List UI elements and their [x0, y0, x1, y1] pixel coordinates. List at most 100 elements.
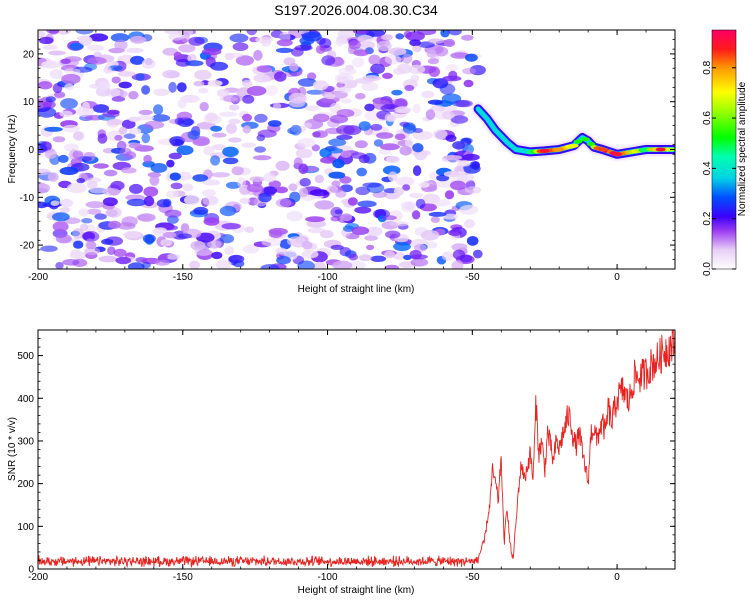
noise-blob	[286, 210, 303, 222]
noise-blob	[52, 83, 63, 94]
noise-blob	[297, 260, 315, 269]
noise-blob	[275, 186, 288, 194]
noise-blob	[337, 75, 350, 84]
noise-blob	[87, 44, 105, 52]
noise-blob	[103, 66, 112, 74]
noise-blob	[328, 148, 344, 154]
noise-blob	[301, 241, 313, 250]
noise-blob	[52, 221, 69, 232]
noise-blob	[38, 36, 54, 45]
noise-blob	[276, 256, 291, 265]
noise-blob	[121, 119, 136, 129]
noise-blob	[81, 231, 100, 242]
noise-blob	[241, 142, 257, 148]
noise-blob	[38, 81, 53, 90]
x-tick-label: -100	[318, 572, 338, 583]
noise-blob	[211, 251, 223, 260]
noise-blob	[215, 259, 232, 269]
noise-blob	[105, 209, 118, 217]
noise-blob	[338, 86, 352, 94]
noise-blob	[451, 243, 468, 252]
noise-blob	[118, 81, 132, 89]
noise-blob	[177, 171, 192, 181]
noise-blob	[362, 182, 382, 188]
noise-blob	[366, 226, 383, 237]
noise-blob	[321, 55, 336, 66]
colorbar-tick-label: 0.2	[702, 211, 713, 225]
noise-blob	[211, 132, 227, 138]
noise-blob	[393, 187, 404, 196]
noise-blob	[261, 37, 271, 47]
noise-blob	[332, 158, 345, 169]
noise-blob	[59, 207, 71, 213]
noise-blob	[232, 42, 249, 51]
noise-blob	[411, 210, 421, 220]
noise-blob	[450, 52, 470, 59]
noise-blob	[301, 250, 319, 259]
noise-blob	[368, 54, 381, 65]
noise-blob	[409, 192, 423, 199]
noise-blob	[465, 53, 478, 62]
signal-track	[471, 102, 675, 161]
noise-blob	[128, 143, 143, 149]
noise-blob	[63, 68, 81, 74]
noise-blob	[376, 132, 394, 139]
noise-blob	[366, 244, 375, 251]
noise-blob	[315, 45, 326, 54]
noise-blob	[48, 50, 66, 56]
snr-y-label: SNR (10 * v/v)	[7, 417, 18, 481]
snr-line	[38, 330, 675, 568]
noise-blob	[268, 180, 281, 189]
noise-blob	[448, 229, 463, 236]
noise-blob	[452, 141, 466, 150]
noise-blob	[405, 31, 425, 42]
noise-blob	[426, 49, 437, 58]
noise-blob	[465, 186, 482, 194]
noise-blob	[228, 137, 242, 143]
noise-blob	[410, 258, 429, 267]
noise-blob	[395, 33, 405, 40]
noise-blob	[275, 198, 292, 208]
noise-blob	[76, 178, 85, 184]
noise-blob	[436, 179, 454, 188]
noise-blob	[123, 231, 142, 239]
noise-blob	[141, 85, 151, 95]
noise-blob	[394, 98, 408, 109]
snr-y-axis: 0 100 200 300 400 500	[17, 329, 675, 576]
noise-blob	[399, 145, 412, 156]
noise-blob	[411, 45, 421, 52]
noise-blob	[166, 253, 181, 260]
noise-blob	[143, 196, 155, 207]
noise-blob	[442, 110, 455, 120]
noise-blob	[395, 176, 415, 186]
noise-blob	[339, 176, 352, 184]
noise-blob	[202, 189, 216, 197]
noise-blob	[108, 65, 123, 71]
noise-blob	[340, 150, 352, 158]
noise-blob	[268, 227, 288, 236]
noise-blob	[41, 60, 61, 69]
noise-blob	[394, 106, 412, 114]
noise-blob	[55, 262, 64, 269]
noise-blob	[469, 161, 480, 170]
noise-blob	[108, 220, 121, 229]
noise-blob	[168, 81, 177, 93]
noise-blob	[441, 251, 454, 261]
noise-blob	[138, 109, 153, 116]
noise-blob	[130, 35, 146, 44]
noise-blob	[341, 98, 352, 104]
noise-blob	[107, 246, 116, 255]
noise-blob	[229, 104, 240, 111]
noise-blob	[67, 182, 87, 194]
signal-peak	[539, 148, 550, 153]
noise-blob	[336, 134, 353, 140]
y-tick-label: 400	[17, 394, 34, 405]
noise-blob	[294, 44, 313, 52]
spectrogram-y-axis: -20 -10 0 10 20	[20, 29, 675, 270]
noise-blob	[60, 98, 78, 110]
noise-blob	[44, 126, 63, 132]
noise-blob	[173, 51, 183, 59]
noise-blob	[202, 48, 222, 56]
noise-blob	[420, 230, 440, 241]
